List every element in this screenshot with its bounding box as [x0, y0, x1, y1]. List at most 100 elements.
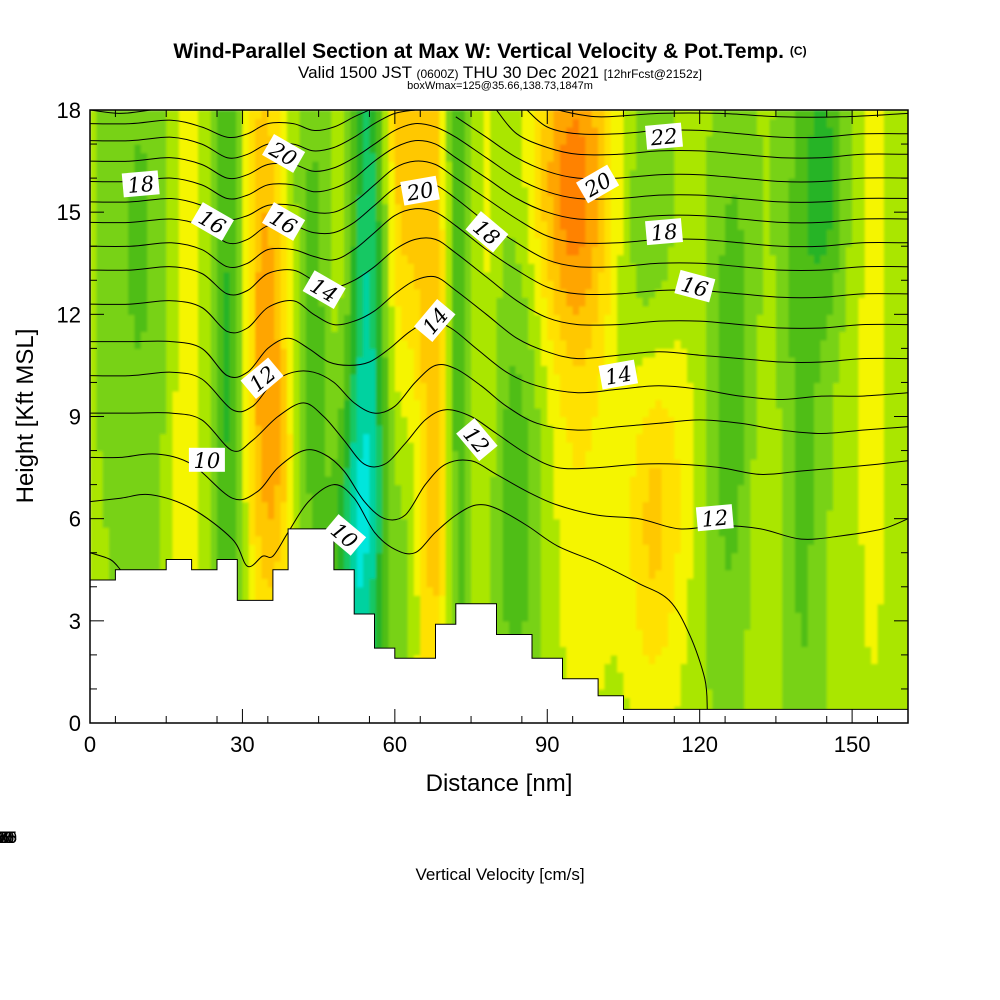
w-cell	[502, 373, 510, 384]
w-cell	[350, 425, 358, 435]
w-cell	[210, 382, 218, 392]
w-cell	[236, 578, 244, 588]
w-cell	[197, 331, 205, 341]
w-cell	[204, 127, 212, 137]
w-cell	[134, 220, 142, 230]
w-cell	[140, 399, 148, 409]
w-cell	[521, 467, 529, 477]
w-cell	[509, 229, 517, 239]
w-cell	[267, 569, 275, 579]
w-cell	[382, 331, 390, 341]
w-cell	[458, 254, 466, 264]
w-cell	[96, 203, 104, 213]
w-cell	[102, 237, 110, 247]
w-cell	[363, 518, 371, 528]
w-cell	[477, 331, 485, 341]
w-cell	[153, 212, 161, 222]
w-cell	[363, 144, 371, 154]
w-cell	[407, 578, 415, 588]
w-cell	[363, 314, 371, 324]
w-cell	[407, 373, 415, 384]
w-cell	[490, 356, 498, 367]
w-cell	[115, 178, 123, 188]
w-cell	[286, 203, 294, 213]
w-cell	[299, 118, 307, 128]
w-cell	[509, 152, 517, 162]
w-cell	[388, 118, 396, 128]
w-cell	[185, 229, 193, 239]
w-cell	[90, 246, 97, 256]
w-cell	[490, 416, 498, 426]
w-cell	[102, 544, 110, 554]
w-cell	[509, 629, 517, 639]
w-cell	[197, 237, 205, 247]
w-cell	[172, 297, 180, 307]
w-cell	[293, 237, 301, 247]
w-cell	[502, 339, 510, 349]
w-cell	[337, 561, 345, 571]
w-cell	[318, 203, 326, 213]
w-cell	[496, 595, 504, 605]
w-cell	[331, 144, 339, 154]
w-cell	[159, 144, 167, 154]
w-cell	[153, 459, 161, 469]
w-cell	[324, 493, 332, 503]
w-cell	[115, 280, 123, 290]
w-cell	[350, 339, 358, 349]
w-cell	[502, 603, 510, 613]
w-cell	[191, 544, 199, 554]
w-cell	[496, 527, 504, 537]
w-cell	[102, 110, 110, 120]
w-cell	[445, 595, 453, 605]
w-cell	[388, 169, 396, 179]
w-cell	[274, 476, 282, 486]
w-cell	[388, 339, 396, 349]
w-cell	[363, 484, 371, 494]
w-cell	[299, 305, 307, 315]
w-cell	[261, 280, 269, 290]
w-cell	[267, 195, 275, 205]
w-cell	[458, 459, 466, 469]
w-cell	[331, 178, 339, 188]
w-cell	[521, 493, 529, 503]
w-cell	[509, 356, 517, 367]
w-cell	[248, 484, 256, 494]
w-cell	[102, 527, 110, 537]
w-cell	[128, 246, 136, 256]
w-cell	[401, 450, 409, 460]
w-cell	[458, 569, 466, 579]
w-cell	[401, 127, 409, 137]
w-cell	[439, 118, 447, 128]
w-cell	[102, 178, 110, 188]
w-cell	[153, 305, 161, 315]
w-cell	[248, 297, 256, 307]
w-cell	[464, 484, 472, 494]
w-cell	[267, 501, 275, 511]
w-cell	[109, 288, 116, 298]
w-cell	[382, 527, 390, 537]
chart-subtitle-box: boxWmax=125@35.66,138.73,1847m	[407, 80, 593, 92]
w-cell	[445, 527, 453, 537]
w-cell	[369, 203, 377, 213]
w-cell	[502, 246, 510, 256]
w-cell	[432, 161, 440, 171]
w-cell	[96, 527, 104, 537]
w-cell	[445, 339, 453, 349]
w-cell	[521, 518, 529, 528]
w-cell	[159, 118, 167, 128]
w-cell	[147, 271, 155, 281]
w-cell	[242, 186, 250, 196]
w-cell	[477, 561, 485, 571]
w-cell	[299, 442, 307, 452]
w-cell	[464, 373, 472, 384]
w-cell	[293, 510, 301, 520]
w-cell	[236, 544, 244, 554]
w-cell	[318, 237, 326, 247]
w-cell	[483, 178, 491, 188]
w-cell	[413, 254, 421, 264]
w-cell	[172, 390, 180, 401]
w-cell	[471, 484, 479, 494]
w-cell	[147, 467, 155, 477]
w-cell	[109, 501, 116, 511]
w-cell	[274, 280, 282, 290]
